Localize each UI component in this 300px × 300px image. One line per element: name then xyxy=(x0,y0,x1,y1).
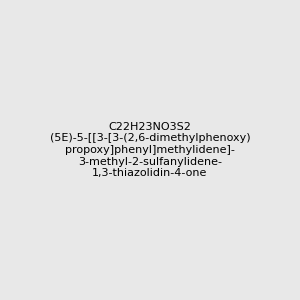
Text: C22H23NO3S2
(5E)-5-[[3-[3-(2,6-dimethylphenoxy)
propoxy]phenyl]methylidene]-
3-m: C22H23NO3S2 (5E)-5-[[3-[3-(2,6-dimethylp… xyxy=(50,122,250,178)
